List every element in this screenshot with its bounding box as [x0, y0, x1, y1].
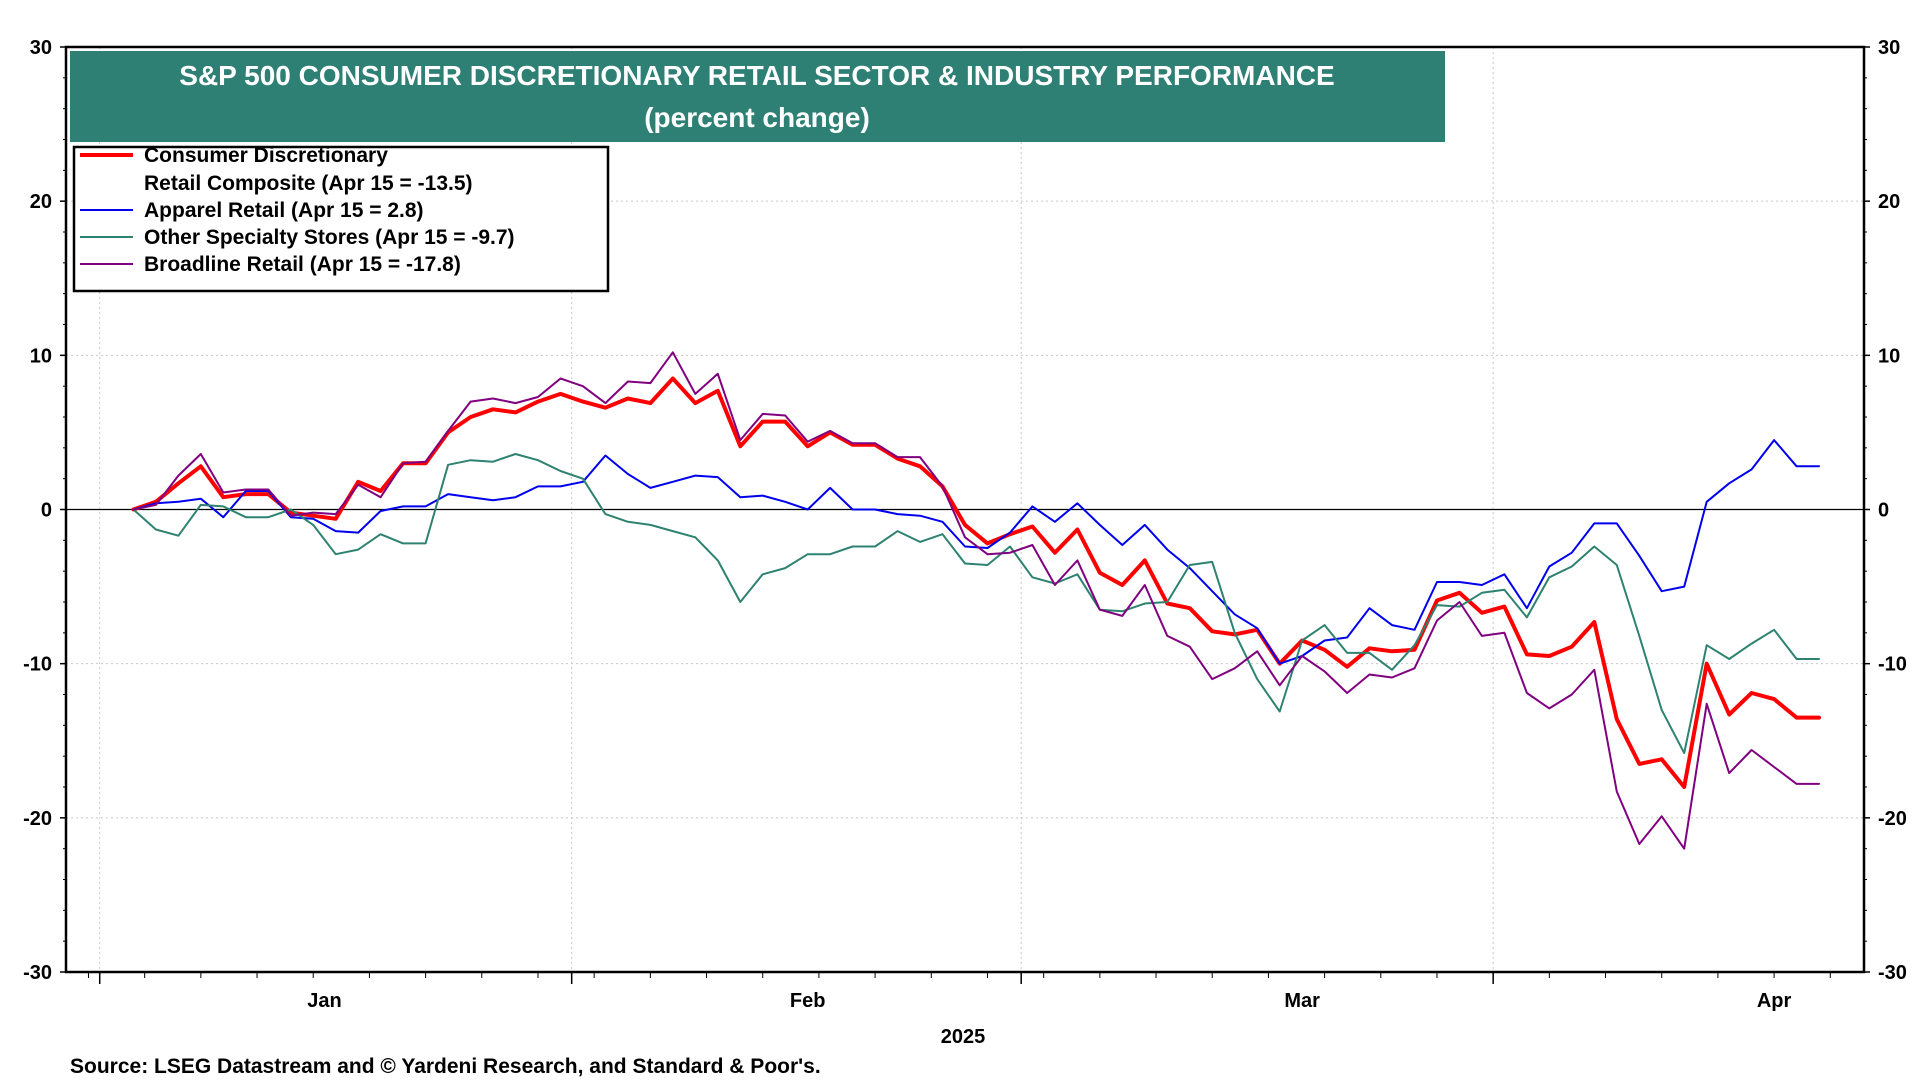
y-tick-label-left: -20 [23, 808, 52, 830]
y-tick-label-left: -10 [23, 654, 52, 676]
axis-layer: 30 30 20 20 10 10 0 0 -10 -10 -20 -20 -30 -30 Jan Feb Ma… [23, 37, 1907, 1012]
legend-label-1: Consumer Discretionary [144, 144, 388, 167]
y-tick-label-left: 30 [30, 37, 52, 59]
legend-label-1: Retail Composite (Apr 15 = -13.5) [144, 172, 473, 195]
y-tick-label-right: 30 [1878, 37, 1900, 59]
y-tick-label-left: 20 [30, 191, 52, 213]
y-tick-label-left: -30 [23, 962, 52, 984]
x-tick-label-mar: Mar [1284, 990, 1320, 1012]
y-tick-label-left: 10 [30, 345, 52, 367]
legend-box [72, 145, 610, 293]
y-tick-label-right: -20 [1878, 808, 1907, 830]
title-banner-background [70, 51, 1445, 142]
grid-layer [66, 47, 1864, 972]
x-tick-label-jan: Jan [307, 990, 341, 1012]
legend-label-2: Apparel Retail (Apr 15 = 2.8) [144, 199, 424, 222]
legend-label-3: Other Specialty Stores (Apr 15 = -9.7) [144, 226, 515, 249]
chart-title: S&P 500 CONSUMER DISCRETIONARY RETAIL SE… [179, 60, 1334, 91]
series-layer [131, 351, 1821, 850]
series-line-2 [132, 439, 1820, 665]
x-tick-label-apr: Apr [1757, 990, 1792, 1012]
y-tick-label-right: 20 [1878, 191, 1900, 213]
y-tick-label-right: 10 [1878, 345, 1900, 367]
title-banner: S&P 500 CONSUMER DISCRETIONARY RETAIL SE… [70, 51, 1445, 142]
chart-subtitle: (percent change) [644, 102, 870, 133]
y-tick-label-left: 0 [41, 500, 52, 522]
y-tick-label-right: -10 [1878, 654, 1907, 676]
series-line-3 [132, 453, 1820, 755]
series-line-4 [132, 351, 1820, 850]
legend: Consumer Discretionary Retail Composite (… [72, 144, 610, 293]
source-note: Source: LSEG Datastream and © Yardeni Re… [70, 1055, 821, 1078]
y-tick-label-right: -30 [1878, 962, 1907, 984]
y-tick-label-right: 0 [1878, 500, 1889, 522]
series-line-1 [131, 376, 1821, 789]
x-tick-label-feb: Feb [790, 990, 826, 1012]
legend-label-4: Broadline Retail (Apr 15 = -17.8) [144, 253, 461, 276]
x-axis-year-label: 2025 [941, 1026, 986, 1048]
